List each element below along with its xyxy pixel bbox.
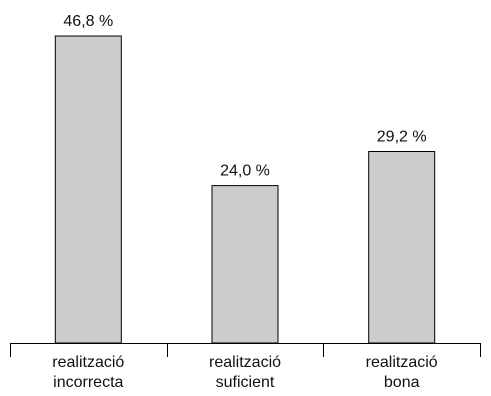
category-label-1-line-1: realització: [52, 354, 124, 371]
category-label-3-line-1: realització: [366, 354, 438, 371]
category-label-3-line-2: bona: [384, 374, 420, 391]
category-label-2-line-1: realització: [209, 354, 281, 371]
bars-layer: [54, 35, 436, 344]
data-label-2: 24,0 %: [220, 163, 270, 180]
category-labels: realització incorrecta realització suficien…: [52, 354, 438, 391]
bar-1: [54, 35, 122, 344]
data-label-1: 46,8 %: [63, 13, 113, 30]
category-label-2-line-2: suficient: [216, 374, 275, 391]
data-labels: 46,8 % 24,0 % 29,2 %: [63, 13, 426, 180]
category-label-1-line-2: incorrecta: [53, 374, 123, 391]
bar-2: [211, 185, 279, 344]
data-label-3: 29,2 %: [377, 129, 427, 146]
bar-3: [368, 151, 436, 344]
x-axis-ticks: [10, 343, 481, 357]
